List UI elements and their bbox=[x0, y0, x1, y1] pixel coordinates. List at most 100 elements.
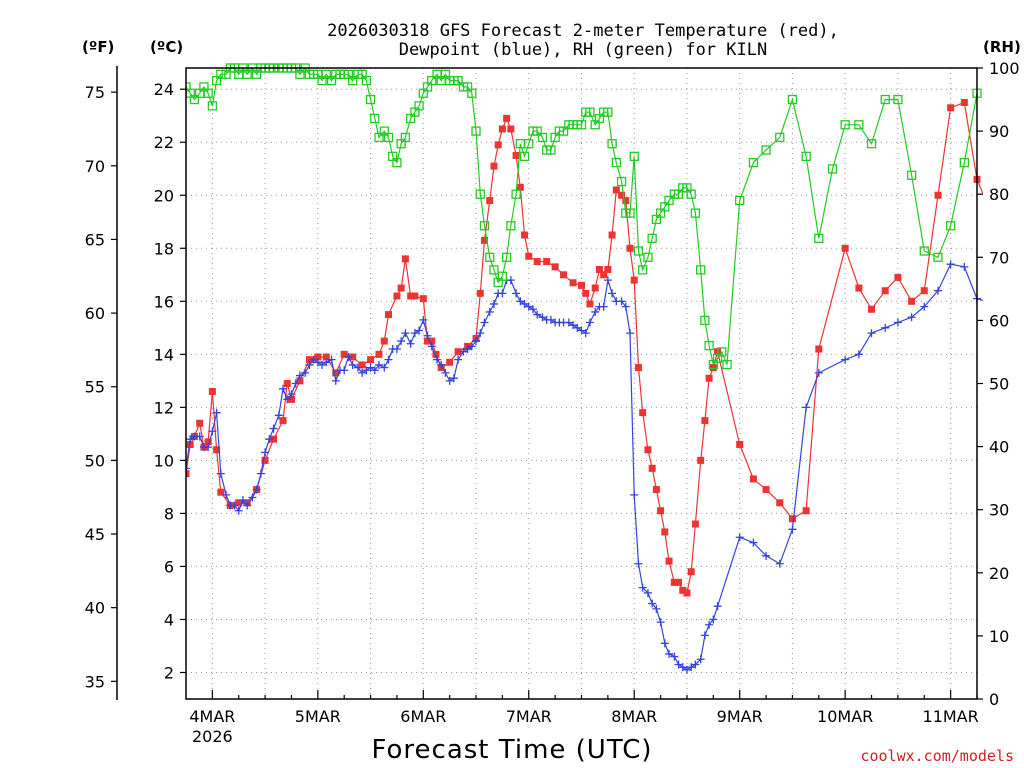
dewpoint-point bbox=[370, 366, 379, 375]
rh-point bbox=[717, 347, 727, 357]
dewpoint-point bbox=[749, 538, 758, 547]
rh-tick-label: 0 bbox=[989, 690, 999, 709]
dewpoint-point bbox=[331, 376, 340, 385]
temperature-point bbox=[612, 186, 620, 194]
temperature-point bbox=[683, 589, 691, 597]
temperature-point bbox=[679, 586, 687, 594]
dewpoint-point bbox=[322, 358, 331, 367]
rh-point bbox=[775, 132, 785, 143]
dewpoint-point bbox=[498, 289, 507, 298]
dewpoint-point bbox=[652, 604, 661, 613]
rh-point bbox=[629, 151, 639, 161]
dewpoint-point bbox=[238, 496, 247, 505]
temperature-point bbox=[507, 125, 515, 133]
dewpoint-point bbox=[696, 655, 705, 664]
rh-point bbox=[633, 246, 644, 256]
dewpoint-point bbox=[762, 551, 771, 560]
rh-point bbox=[748, 157, 759, 168]
dewpoint-point bbox=[234, 506, 243, 515]
rh-point bbox=[216, 69, 226, 79]
temperature-point bbox=[582, 289, 590, 297]
dewpoint-point bbox=[520, 299, 529, 308]
temperature-point bbox=[639, 409, 647, 417]
x-axis-title: Forecast Time (UTC) bbox=[371, 735, 652, 765]
temperature-point bbox=[960, 98, 968, 106]
temperature-point bbox=[340, 350, 348, 358]
credit-text: coolwx.com/models bbox=[860, 747, 1014, 765]
dewpoint-point bbox=[485, 307, 494, 316]
dewpoint-point bbox=[670, 652, 679, 661]
dewpoint-point bbox=[489, 299, 498, 308]
temperature-point bbox=[428, 337, 436, 345]
rh-point bbox=[365, 94, 376, 105]
rh-point bbox=[643, 252, 653, 262]
temperature-point bbox=[235, 499, 243, 507]
dewpoint-point bbox=[630, 490, 639, 499]
fahrenheit-tick-label: 70 bbox=[85, 157, 105, 176]
rh-point bbox=[207, 101, 218, 111]
temperature-point bbox=[490, 162, 498, 170]
fahrenheit-tick-label: 40 bbox=[85, 599, 105, 618]
temperature-point bbox=[802, 507, 810, 515]
fahrenheit-tick-label: 75 bbox=[85, 83, 105, 102]
dewpoint-point bbox=[709, 615, 718, 624]
rh-point bbox=[607, 139, 617, 149]
rh-point bbox=[546, 145, 556, 155]
temperature-point bbox=[894, 273, 902, 281]
dewpoint-point bbox=[700, 631, 709, 640]
temperature-point bbox=[776, 499, 784, 507]
rh-point bbox=[392, 157, 402, 168]
temperature-point bbox=[494, 141, 502, 149]
dewpoint-point bbox=[569, 321, 578, 330]
rh-tick-label: 40 bbox=[989, 438, 1009, 457]
temperature-point bbox=[397, 284, 405, 292]
dewpoint-point bbox=[248, 493, 257, 502]
dewpoint-point bbox=[648, 599, 657, 608]
temperature-point bbox=[186, 440, 194, 448]
celsius-tick-label: 16 bbox=[154, 292, 174, 311]
dewpoint-point bbox=[265, 435, 274, 444]
dewpoint-point bbox=[348, 360, 357, 369]
rh-unit-label: (RH) bbox=[983, 38, 1021, 56]
rh-point bbox=[400, 132, 411, 143]
rh-point bbox=[242, 69, 252, 79]
dewpoint-point bbox=[573, 323, 582, 332]
dewpoint-point bbox=[222, 490, 231, 499]
rh-point bbox=[506, 221, 516, 231]
dewpoint-point bbox=[775, 559, 784, 568]
fahrenheit-tick-label: 55 bbox=[85, 378, 105, 397]
rh-point bbox=[611, 157, 621, 168]
temperature-point bbox=[380, 337, 388, 345]
dewpoint-point bbox=[256, 469, 265, 478]
temperature-point bbox=[644, 446, 652, 454]
dewpoint-point bbox=[691, 660, 700, 669]
dewpoint-point bbox=[410, 329, 419, 338]
temperature-point bbox=[908, 297, 916, 305]
rh-tick-label: 100 bbox=[989, 59, 1020, 78]
rh-point bbox=[761, 145, 771, 155]
temperature-point bbox=[424, 337, 432, 345]
rh-point bbox=[576, 120, 587, 130]
rh-point bbox=[347, 75, 358, 86]
temperature-point bbox=[661, 528, 669, 536]
rh-point bbox=[370, 113, 380, 124]
temperature-point bbox=[586, 300, 594, 308]
temperature-point bbox=[186, 470, 190, 478]
celsius-tick-label: 12 bbox=[154, 398, 174, 417]
dewpoint-point bbox=[287, 390, 296, 399]
rh-tick-label: 20 bbox=[989, 564, 1009, 583]
rh-point bbox=[479, 221, 490, 231]
fahrenheit-tick-label: 65 bbox=[85, 230, 105, 249]
dewpoint-point bbox=[480, 318, 489, 327]
temperature-point bbox=[208, 387, 216, 395]
dewpoint-point bbox=[854, 350, 863, 359]
dewpoint-point bbox=[687, 663, 696, 672]
x-tick-label: 7MAR bbox=[506, 707, 552, 726]
dewpoint-point bbox=[449, 374, 458, 383]
rh-point bbox=[722, 359, 732, 370]
celsius-unit-label: (ºC) bbox=[150, 38, 183, 56]
temperature-point bbox=[498, 125, 506, 133]
rh-point bbox=[501, 252, 512, 262]
dewpoint-point bbox=[907, 313, 916, 322]
